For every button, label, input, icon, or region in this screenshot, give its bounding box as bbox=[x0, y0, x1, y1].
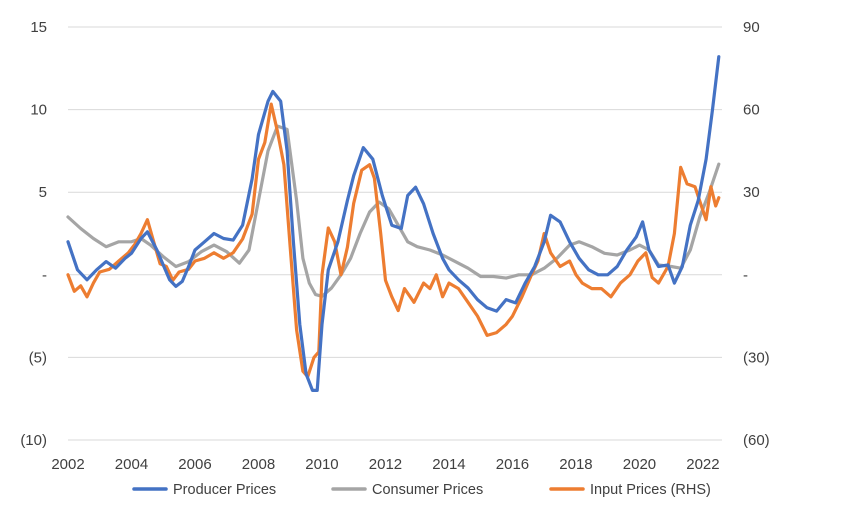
x-tick-label: 2020 bbox=[623, 456, 656, 473]
x-tick-label: 2002 bbox=[51, 456, 84, 473]
x-tick-label: 2004 bbox=[115, 456, 148, 473]
x-tick-label: 2010 bbox=[305, 456, 338, 473]
right-y-axis: 90 60 30 - (30) (60) bbox=[743, 19, 770, 449]
right-y-tick-label: 90 bbox=[743, 19, 760, 36]
right-y-tick-label: 60 bbox=[743, 102, 760, 119]
x-tick-label: 2012 bbox=[369, 456, 402, 473]
x-tick-label: 2018 bbox=[559, 456, 592, 473]
legend-label: Consumer Prices bbox=[372, 482, 483, 498]
x-tick-label: 2006 bbox=[178, 456, 211, 473]
left-y-tick-label: 10 bbox=[30, 102, 47, 119]
right-y-tick-label: (30) bbox=[743, 349, 770, 366]
legend-label: Producer Prices bbox=[173, 482, 276, 498]
left-y-tick-label: (10) bbox=[20, 432, 47, 449]
right-y-tick-label: (60) bbox=[743, 432, 770, 449]
right-y-tick-label: - bbox=[743, 267, 748, 284]
left-y-tick-label: 5 bbox=[39, 184, 47, 201]
series-line-producer-prices bbox=[66, 55, 721, 392]
x-tick-label: 2016 bbox=[496, 456, 529, 473]
x-tick-label: 2022 bbox=[686, 456, 719, 473]
left-y-axis: 15 10 5 - (5) (10) bbox=[20, 19, 47, 449]
legend: Producer Prices Consumer Prices Input Pric… bbox=[132, 482, 711, 498]
right-y-tick-label: 30 bbox=[743, 184, 760, 201]
left-y-tick-label: 15 bbox=[30, 19, 47, 36]
gridlines bbox=[68, 26, 722, 441]
series-line-consumer-prices bbox=[66, 124, 721, 298]
series-line-input-prices-rhs bbox=[66, 102, 721, 379]
x-tick-label: 2014 bbox=[432, 456, 465, 473]
left-y-tick-label: - bbox=[42, 267, 47, 284]
x-tick-label: 2008 bbox=[242, 456, 275, 473]
legend-label: Input Prices (RHS) bbox=[590, 482, 711, 498]
series-lines bbox=[66, 55, 721, 392]
x-axis: 2002 2004 2006 2008 2010 2012 2014 2016 2018 2020… bbox=[51, 456, 719, 473]
left-y-tick-label: (5) bbox=[29, 349, 47, 366]
